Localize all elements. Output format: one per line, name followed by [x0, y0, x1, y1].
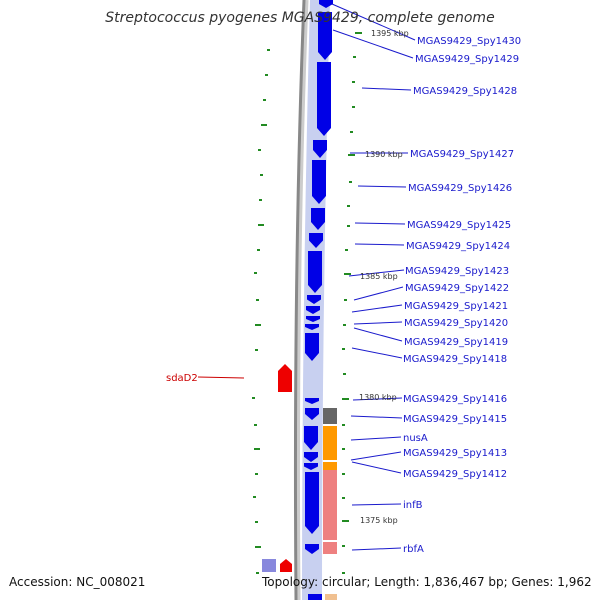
- tick-marks: [252, 32, 362, 574]
- accession-text: Accession: NC_008021: [9, 575, 146, 589]
- gene-arrow: [306, 306, 320, 314]
- tick-label-1380: 1380 kbp: [359, 393, 397, 402]
- feature-arrow-red: [280, 559, 292, 572]
- gene-label[interactable]: nusA: [403, 433, 428, 444]
- gene-arrow: [304, 452, 318, 462]
- connector-line: [351, 461, 402, 474]
- connector-line: [357, 185, 407, 188]
- gene-arrow: [312, 160, 326, 204]
- connector-line: [354, 243, 405, 246]
- connector-line: [353, 286, 404, 301]
- feature-block: [325, 594, 337, 600]
- connector-line: [354, 222, 406, 225]
- feature-block: [323, 408, 337, 424]
- connector-line: [361, 87, 412, 91]
- gene-arrow: [305, 472, 319, 534]
- gene-label-left[interactable]: sdaD2: [166, 373, 198, 384]
- genome-backbone: [293, 0, 306, 600]
- connector-line: [331, 3, 416, 41]
- gene-label[interactable]: MGAS9429_Spy1428: [413, 86, 517, 97]
- feature-block: [323, 542, 337, 554]
- gene-arrow: [311, 208, 325, 230]
- gene-arrow: [304, 426, 318, 450]
- connector-line: [351, 304, 403, 313]
- gene-arrow: [305, 333, 319, 361]
- gene-label[interactable]: MGAS9429_Spy1422: [405, 283, 509, 294]
- connector-line: [332, 29, 414, 59]
- gene-arrow: [317, 62, 331, 136]
- gene-label[interactable]: MGAS9429_Spy1412: [403, 469, 507, 480]
- gene-arrow: [305, 398, 319, 404]
- gene-label[interactable]: MGAS9429_Spy1419: [404, 337, 508, 348]
- gene-label[interactable]: MGAS9429_Spy1423: [405, 266, 509, 277]
- connector-line: [351, 347, 403, 359]
- feature-block: [323, 462, 337, 470]
- gene-arrow: [313, 140, 327, 158]
- tick-label-1395: 1395 kbp: [371, 29, 409, 38]
- gene-label[interactable]: MGAS9429_Spy1420: [404, 318, 508, 329]
- gene-label[interactable]: MGAS9429_Spy1415: [403, 414, 507, 425]
- gene-label[interactable]: MGAS9429_Spy1424: [406, 241, 510, 252]
- gene-label[interactable]: rbfA: [403, 544, 424, 555]
- tick-label-1390: 1390 kbp: [365, 150, 403, 159]
- label-connectors: [197, 3, 416, 551]
- tick-label-1375: 1375 kbp: [360, 516, 398, 525]
- gene-label[interactable]: infB: [403, 500, 423, 511]
- feature-arrow-red: [278, 364, 292, 392]
- genome-backbone-shadow: [294, 0, 309, 600]
- feature-block: [323, 470, 337, 540]
- connector-line: [353, 321, 403, 325]
- gene-label[interactable]: MGAS9429_Spy1416: [403, 394, 507, 405]
- gene-label[interactable]: MGAS9429_Spy1427: [410, 149, 514, 160]
- gene-arrow: [304, 463, 318, 470]
- connector-line: [352, 397, 403, 401]
- feature-block: [323, 426, 337, 460]
- gene-label[interactable]: MGAS9429_Spy1418: [403, 354, 507, 365]
- gene-arrow: [305, 544, 319, 554]
- gene-arrow: [305, 324, 319, 330]
- connector-line-red: [197, 376, 245, 379]
- connector-line: [350, 415, 403, 419]
- gene-arrows: [262, 0, 337, 600]
- connector-line: [350, 436, 402, 441]
- tick-label-1385: 1385 kbp: [360, 272, 398, 281]
- gene-arrow: [309, 233, 323, 248]
- feature-block: [262, 559, 276, 572]
- connector-line: [353, 327, 403, 342]
- gene-label[interactable]: MGAS9429_Spy1430: [417, 36, 521, 47]
- gene-arrow: [305, 408, 319, 420]
- gene-label[interactable]: MGAS9429_Spy1429: [415, 54, 519, 65]
- gene-label[interactable]: MGAS9429_Spy1425: [407, 220, 511, 231]
- page-title: Streptococcus pyogenes MGAS9429, complet…: [105, 10, 495, 26]
- gene-label[interactable]: MGAS9429_Spy1421: [404, 301, 508, 312]
- gene-arrow: [319, 0, 333, 8]
- topology-text: Topology: circular; Length: 1,836,467 bp…: [262, 575, 592, 589]
- gene-arrow: [306, 316, 320, 322]
- gene-arrow: [308, 251, 322, 293]
- connector-line: [350, 451, 402, 461]
- gene-label[interactable]: MGAS9429_Spy1426: [408, 183, 512, 194]
- connector-line: [351, 503, 402, 506]
- gene-arrow: [318, 12, 332, 60]
- connector-line: [348, 269, 405, 277]
- gene-arrow: [308, 594, 322, 600]
- connector-line: [351, 547, 402, 551]
- gene-arrow: [307, 295, 321, 304]
- gene-label[interactable]: MGAS9429_Spy1413: [403, 448, 507, 459]
